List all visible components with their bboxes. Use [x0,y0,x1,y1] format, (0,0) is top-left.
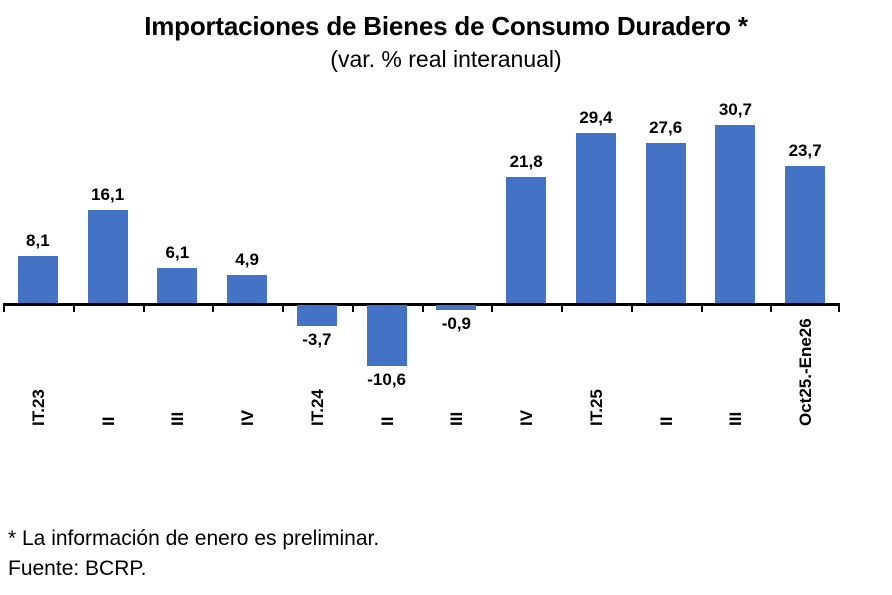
footnote-line-2: Fuente: BCRP. [8,557,147,580]
category-label: IV [517,409,537,426]
chart-title: Importaciones de Bienes de Consumo Durad… [144,11,748,41]
bar [645,143,686,303]
chart-subtitle: (var. % real interanual) [330,46,562,72]
bar [157,267,198,303]
axis-tick [72,303,75,312]
axis-tick [630,303,633,312]
axis-tick [491,303,494,312]
bar [366,305,407,367]
bar-value-label: 6,1 [165,242,190,262]
footnote-line-1: * La información de enero es preliminar. [8,527,380,550]
chart-header: Importaciones de Bienes de Consumo Durad… [0,10,892,74]
category-label: II [656,416,676,426]
bar [17,256,58,303]
category-label: III [447,411,467,426]
bar-value-label: -10,6 [367,370,406,390]
bar-value-label: 30,7 [718,100,752,120]
bar [715,125,756,303]
bar-value-label: -3,7 [302,330,332,350]
bar-value-label: 29,4 [579,107,613,127]
bar [296,305,337,327]
bar-value-label: 27,6 [649,118,683,138]
axis-tick [700,303,703,312]
axis-tick [142,303,145,312]
bar-chart-plot-area: 8,1 16,1 6,1 4,9 -3,7 -10,6 -0,9 21,8 29,4 27,6 30… [0,96,892,516]
axis-end-cap-right [838,303,840,312]
bar-value-label: 8,1 [26,231,50,251]
axis-tick [351,303,354,312]
bar [87,209,128,303]
category-label: II [98,416,118,426]
category-label: Oct25.-Ene26 [796,318,816,426]
bar [506,176,547,303]
axis-tick [421,303,424,312]
bar-value-label: 4,9 [235,249,259,269]
bar-value-label: 16,1 [91,184,125,204]
axis-tick [212,303,215,312]
category-label: III [726,411,746,426]
bar [575,132,616,303]
bar [785,165,826,303]
footnote: * La información de enero es preliminar.… [8,524,379,584]
bar [436,305,477,311]
category-label: III [168,411,188,426]
bar-value-label: 21,8 [509,151,543,171]
category-label: IT.24 [307,389,327,426]
category-label: IT.23 [28,389,48,426]
category-label: IT.25 [586,389,606,426]
axis-tick [282,303,284,312]
bar-value-label: 23,7 [788,140,822,160]
bar-value-label: -0,9 [441,314,472,334]
axis-tick [561,303,563,312]
bar [227,274,268,303]
axis-end-cap-left [3,303,5,312]
axis-tick [770,303,773,312]
category-label: II [377,416,397,426]
category-label: IV [238,409,258,426]
